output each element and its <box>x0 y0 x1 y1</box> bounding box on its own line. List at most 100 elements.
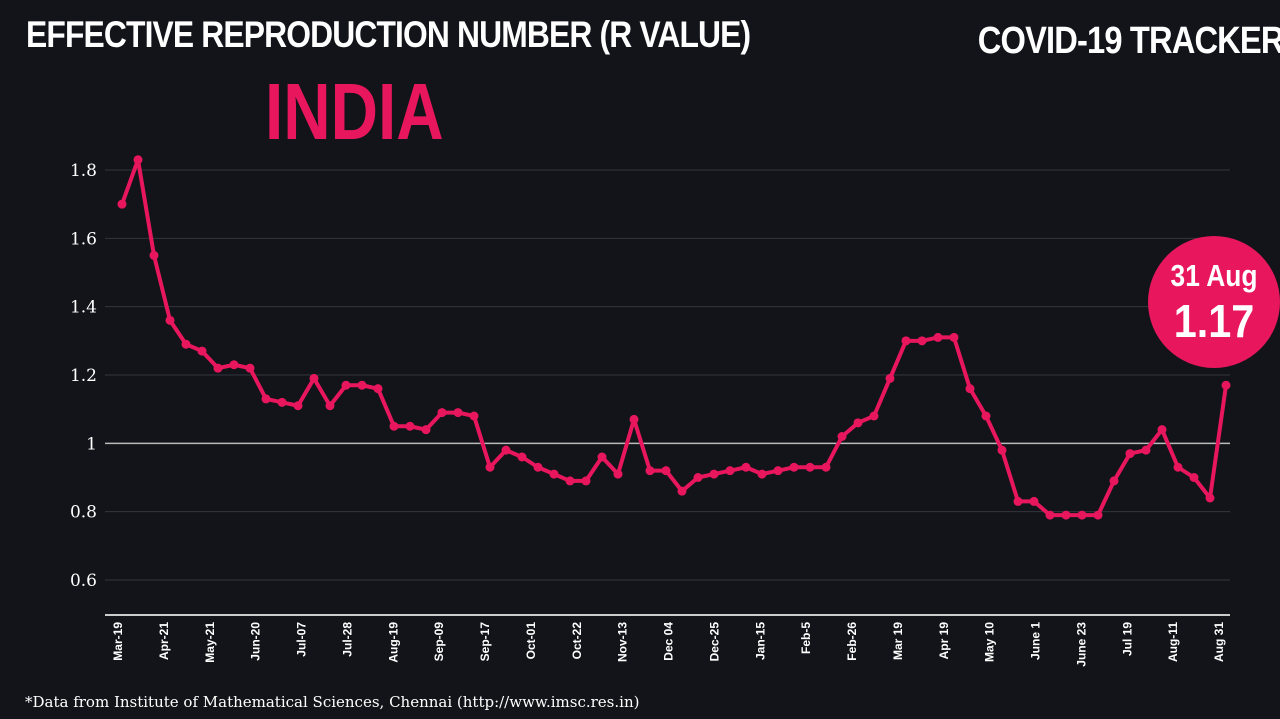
data-point <box>1205 493 1215 503</box>
latest-value-callout: 31 Aug 1.17 <box>1148 236 1280 368</box>
x-tick-label: Dec 04 <box>662 622 676 661</box>
x-tick-label: Aug 31 <box>1212 622 1226 662</box>
y-tick-label: 1.6 <box>70 229 97 249</box>
y-tick-label: 1.4 <box>70 298 97 318</box>
x-tick-label: Aug-11 <box>1166 622 1180 662</box>
data-point <box>981 411 991 421</box>
data-point <box>501 445 511 455</box>
country-label: INDIA <box>265 67 444 156</box>
data-point <box>1221 380 1231 390</box>
chart-title: EFFECTIVE REPRODUCTION NUMBER (R VALUE) <box>26 14 751 55</box>
y-tick-label: 0.6 <box>70 571 97 591</box>
data-point <box>1189 473 1199 482</box>
data-point <box>1045 510 1055 520</box>
data-point <box>341 380 351 390</box>
data-point <box>741 462 751 472</box>
data-point <box>1141 445 1151 455</box>
data-point <box>565 476 575 486</box>
source-note: *Data from Institute of Mathematical Sci… <box>25 693 640 711</box>
data-point <box>821 462 831 472</box>
y-tick-label: 1 <box>86 434 97 454</box>
data-point <box>1061 510 1071 520</box>
data-point <box>677 486 687 496</box>
data-point <box>117 199 127 209</box>
data-point <box>1093 510 1103 520</box>
data-point <box>645 466 655 476</box>
data-point <box>373 384 383 394</box>
data-point <box>613 469 623 479</box>
data-point <box>789 462 799 472</box>
x-tick-label: Feb-26 <box>845 622 859 661</box>
x-tick-label: Dec-25 <box>707 622 721 662</box>
data-point <box>997 445 1007 455</box>
data-point <box>469 411 479 421</box>
data-point <box>277 397 287 407</box>
data-point <box>229 360 239 370</box>
x-tick-label: Jul 19 <box>1120 622 1134 656</box>
data-point <box>197 346 207 356</box>
x-tick-label: Jul-28 <box>340 622 354 657</box>
y-tick-label: 1.8 <box>70 161 97 181</box>
data-point <box>389 421 399 431</box>
data-point <box>885 373 895 383</box>
data-point <box>453 408 463 418</box>
data-point <box>805 462 815 472</box>
data-point <box>149 250 159 260</box>
data-point <box>1077 510 1087 520</box>
data-point <box>725 466 735 476</box>
x-tick-label: May 10 <box>983 622 997 662</box>
data-point <box>181 339 191 349</box>
x-tick-label: Jan-15 <box>753 622 767 660</box>
data-point <box>933 332 943 342</box>
x-tick-label: Apr-21 <box>157 622 171 660</box>
data-point <box>837 432 847 441</box>
x-tick-label: Jun-20 <box>249 622 263 661</box>
data-point <box>629 414 639 424</box>
data-point <box>1013 496 1023 506</box>
data-point <box>1173 462 1183 472</box>
data-point <box>437 408 447 418</box>
data-point <box>965 384 975 394</box>
data-point <box>421 425 431 435</box>
x-tick-label: May-21 <box>203 622 217 663</box>
x-tick-label: June 1 <box>1029 622 1043 660</box>
data-point <box>517 452 527 462</box>
x-tick-label: Mar-19 <box>111 622 125 661</box>
data-point <box>901 336 911 346</box>
data-point <box>869 411 879 421</box>
data-point <box>1029 496 1039 506</box>
x-tick-label: Nov-13 <box>616 622 630 662</box>
x-tick-label: Feb-5 <box>799 622 813 654</box>
data-point <box>213 363 223 373</box>
x-tick-label: Apr 19 <box>937 622 951 660</box>
data-point <box>581 476 591 486</box>
y-tick-label: 0.8 <box>70 503 97 523</box>
callout-value: 1.17 <box>1173 295 1255 347</box>
x-tick-label: Jul-07 <box>295 622 309 657</box>
r-value-line <box>120 157 1228 518</box>
data-point <box>533 462 543 472</box>
data-point <box>1109 476 1119 486</box>
data-point <box>949 332 959 342</box>
data-point <box>549 469 559 479</box>
data-point <box>325 401 335 411</box>
data-point <box>773 466 783 476</box>
data-point <box>133 155 143 165</box>
data-point <box>597 452 607 462</box>
data-point <box>245 363 255 373</box>
x-tick-label: June 23 <box>1074 622 1088 667</box>
data-point <box>661 466 671 476</box>
x-tick-label: Aug-19 <box>386 622 400 663</box>
x-tick-label: Sep-09 <box>432 622 446 662</box>
data-point <box>261 394 271 404</box>
data-point <box>357 380 367 390</box>
data-point <box>293 401 303 411</box>
data-point <box>693 473 703 482</box>
x-tick-label: Oct-01 <box>524 622 538 660</box>
x-tick-label: Sep-17 <box>478 622 492 662</box>
data-point <box>1125 449 1135 459</box>
data-point <box>485 462 495 472</box>
data-point <box>709 469 719 479</box>
data-point <box>405 421 415 431</box>
